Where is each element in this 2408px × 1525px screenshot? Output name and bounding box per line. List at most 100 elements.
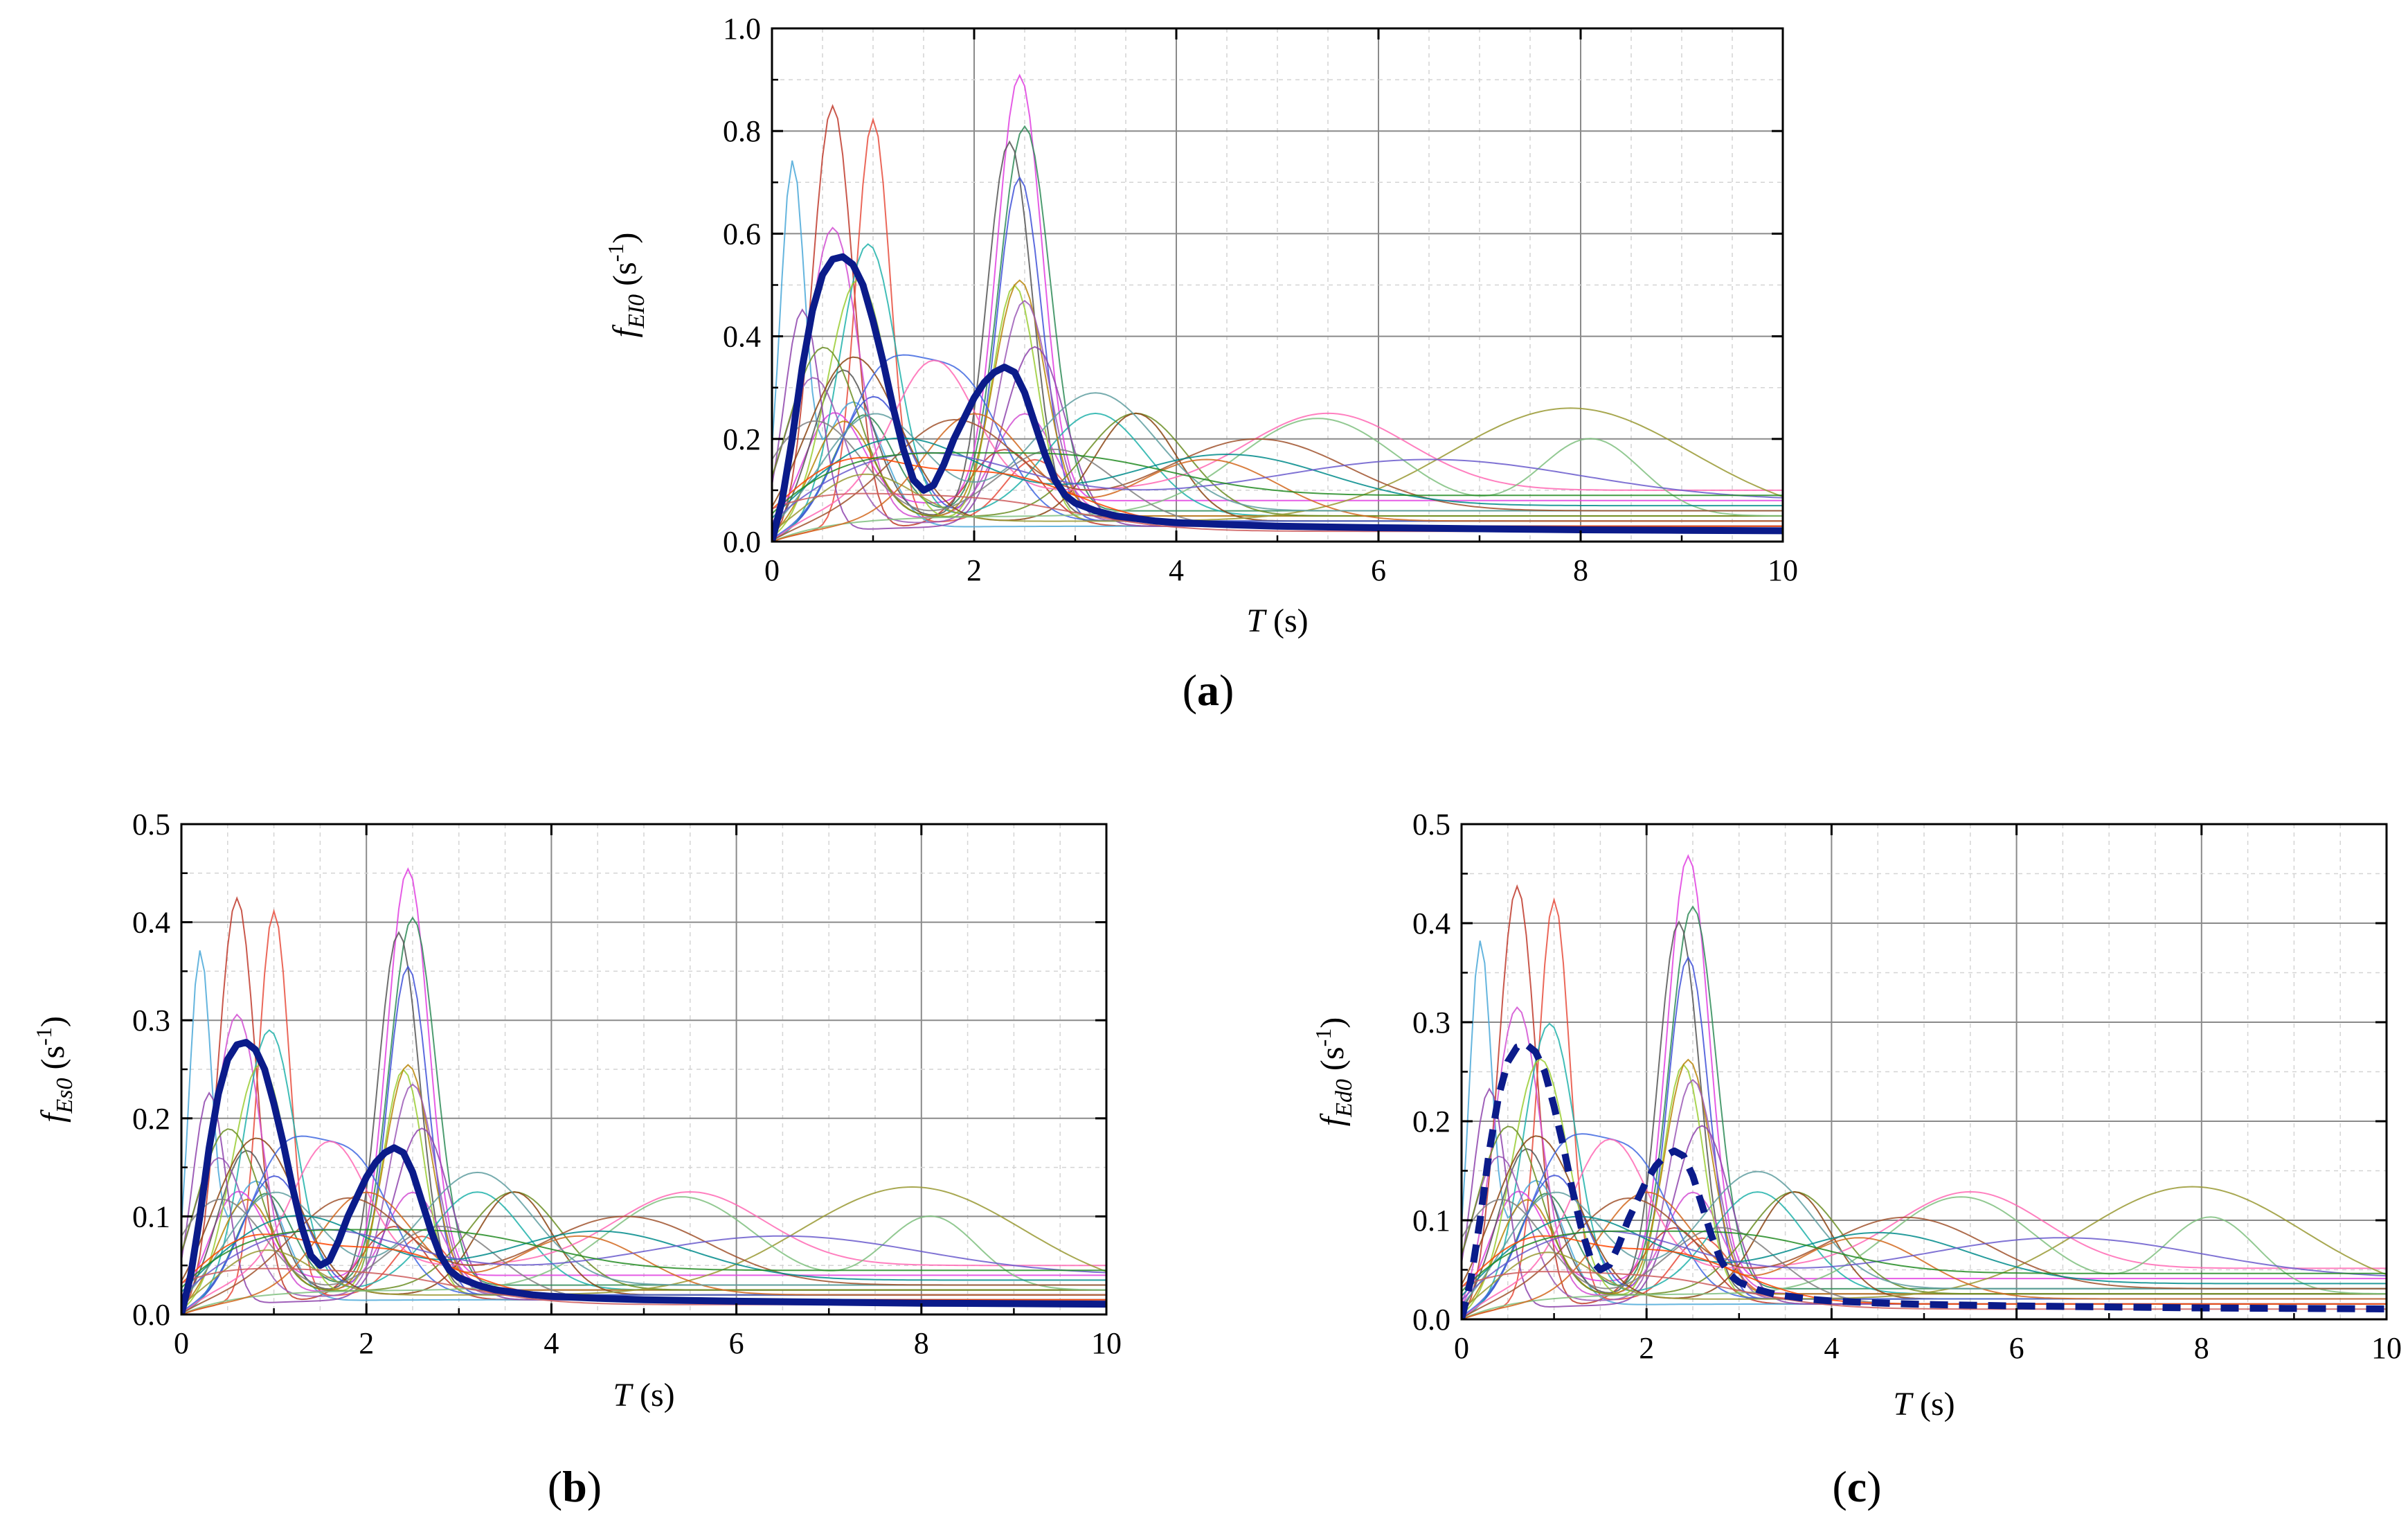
panel-a-x-axis-title: T (s) [1246,603,1308,639]
x-tick-label: 6 [729,1326,744,1360]
series-line-rec-14 [1462,1125,2387,1296]
series-line-rec-14 [181,1128,1106,1292]
mean-line [772,253,1783,542]
series-line-rec-17 [181,1140,1106,1314]
y-tick-label: 0.2 [1412,1105,1450,1139]
series-line-rec-19 [181,1196,1106,1314]
y-tick-label: 0.4 [1412,907,1450,940]
x-tick-label: 2 [967,553,982,587]
panel-c-y-axis-title: fEd0 (s-1) [1311,1017,1357,1126]
x-tick-label: 6 [2009,1331,2024,1365]
y-tick-label: 0.0 [132,1298,170,1332]
panel-a-y-axis-unit-sup: -1 [603,244,628,262]
series-line-rec-24 [1462,1215,2387,1297]
x-tick-label: 10 [1768,553,1798,587]
panel-c-y-axis-unit-sup: -1 [1311,1028,1336,1047]
panel-c-y-axis-unit-close: ) [1314,1017,1351,1028]
panel-b-x-axis-title: T (s) [613,1377,674,1413]
series-line-rec-18 [181,1186,1106,1305]
y-tick-label: 0.4 [723,320,761,354]
y-tick-label: 0.8 [723,114,761,148]
panel-c-series [1462,854,2387,1319]
x-tick-label: 0 [174,1326,189,1360]
panel-c-grid [1462,824,2387,1319]
x-tick-label: 6 [1371,553,1386,587]
panel-a-x-axis-unit: (s) [1265,603,1309,639]
series-line-rec-18 [1462,1186,2387,1310]
x-tick-label: 8 [914,1326,929,1360]
x-tick-label: 4 [1169,553,1184,587]
x-tick-label: 10 [2371,1331,2402,1365]
series-line-rec-04 [1462,854,2387,1306]
series-line-rec-19 [1462,1196,2387,1319]
y-tick-label: 1.0 [723,12,761,46]
series-line-rec-19 [772,418,1783,542]
panel-c-letter: c [1847,1462,1867,1511]
x-tick-label: 8 [1573,553,1588,587]
series-line-rec-24 [772,437,1783,519]
y-tick-label: 0.5 [1412,808,1450,841]
y-tick-label: 0.1 [1412,1204,1450,1238]
series-line-rec-22 [1462,1197,2387,1319]
x-tick-label: 4 [543,1326,559,1360]
x-tick-label: 0 [764,553,780,587]
panel-b-mean [181,1039,1106,1314]
panel-a-mean [772,253,1783,542]
panel-a-y-axis-unit-open: (s [607,262,643,294]
panel-c-chart: 0 2 4 6 8 10 0.0 0.1 0.2 0.3 0.4 0.5 T (s) fEd0 (s-… [1311,808,2402,1511]
series-line-rec-27 [1462,1230,2387,1292]
panel-c-x-axis-symbol: T [1893,1386,1914,1423]
panel-b-y-axis-subscript: Es0 [52,1078,78,1114]
panel-b-letter: b [562,1462,587,1511]
y-tick-label: 0.5 [132,808,170,841]
series-line-rec-20 [181,1191,1106,1314]
series-line-rec-17 [772,359,1783,542]
x-tick-label: 0 [1454,1331,1469,1365]
panel-b-y-axis-title: fEs0 (s-1) [31,1016,78,1123]
panel-b-y-axis-unit-open: (s [35,1046,71,1078]
y-tick-label: 0.4 [132,906,170,940]
x-tick-label: 8 [2194,1331,2209,1365]
y-tick-label: 0.0 [1412,1303,1450,1337]
panel-a-grid [772,28,1783,542]
series-line-rec-22 [772,418,1783,542]
x-tick-label: 2 [359,1326,374,1360]
series-line-rec-18 [772,407,1783,533]
panel-c-x-axis-title: T (s) [1893,1386,1955,1423]
panel-c-label: (c) [1832,1462,1881,1511]
series-line-rec-04 [772,73,1783,528]
series-line-rec-20 [772,413,1783,542]
series-line-rec-22 [181,1197,1106,1314]
panel-a-y-axis-subscript: EI0 [624,294,649,329]
panel-a-chart: 0 2 4 6 8 10 0.0 0.2 0.4 0.6 0.8 1.0 T (s) fEI0 (s-… [603,12,1798,715]
panel-b-x-axis-unit: (s) [631,1377,675,1413]
mean-line [181,1039,1106,1314]
panel-a-y-axis-title: fEI0 (s-1) [603,233,649,338]
series-line-rec-04 [181,867,1106,1302]
panel-c-ticks: 0 2 4 6 8 10 0.0 0.1 0.2 0.3 0.4 0.5 [1412,808,2402,1365]
series-line-rec-14 [772,346,1783,518]
y-tick-label: 0.2 [132,1102,170,1136]
panel-a-y-axis-unit-close: ) [607,233,643,244]
y-tick-label: 0.3 [1412,1006,1450,1040]
y-tick-label: 0.2 [723,422,761,456]
panel-b-y-axis-unit-sup: -1 [31,1027,56,1046]
x-tick-label: 2 [1639,1331,1654,1365]
y-tick-label: 0.1 [132,1200,170,1233]
mean-line [1462,1041,2387,1319]
series-line-rec-17 [1462,1138,2387,1319]
panel-b-y-axis-unit-close: ) [35,1016,71,1027]
panel-b-grid [181,824,1106,1314]
panel-a-letter: a [1197,666,1219,715]
panel-c-mean [1462,1041,2387,1319]
series-line-rec-09 [181,1029,1106,1314]
panel-b-x-axis-symbol: T [613,1377,634,1413]
x-tick-label: 10 [1091,1326,1122,1360]
series-line-rec-20 [1462,1191,2387,1319]
panel-b-chart: 0 2 4 6 8 10 0.0 0.1 0.2 0.3 0.4 0.5 T (s) fEs0 (s-… [31,808,1122,1511]
series-line-rec-27 [181,1229,1106,1289]
panel-c-y-axis-unit-open: (s [1314,1046,1351,1079]
panel-b-label: (b) [548,1462,602,1511]
x-tick-label: 4 [1824,1331,1839,1365]
